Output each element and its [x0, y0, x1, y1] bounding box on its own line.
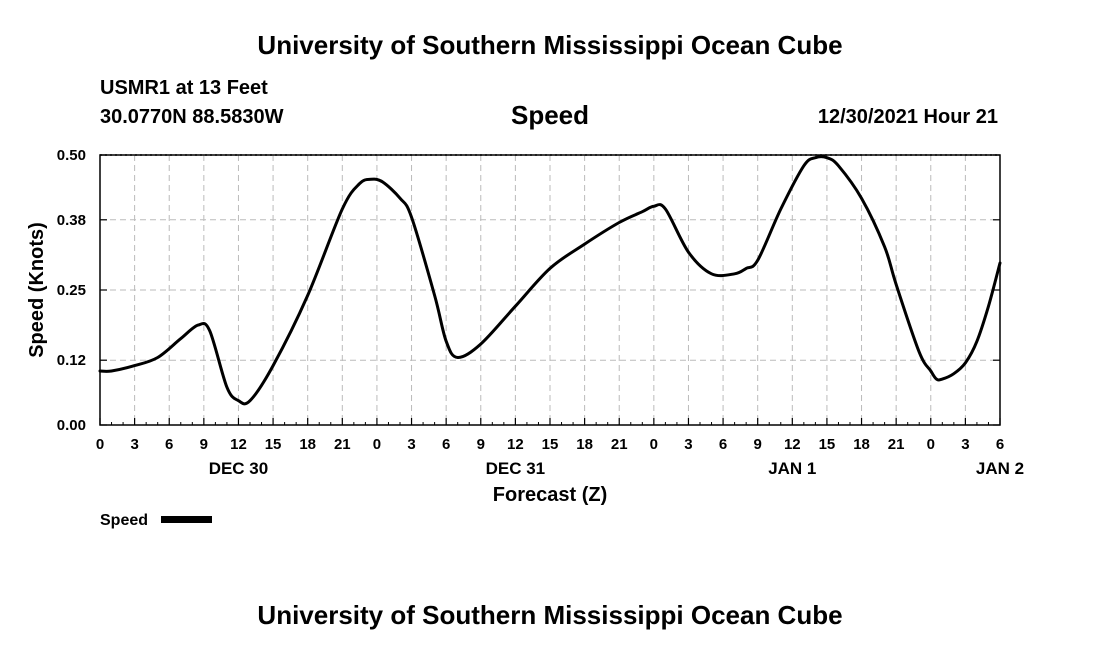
- x-tick-label: 3: [684, 436, 692, 453]
- footer-title: University of Southern Mississippi Ocean…: [257, 600, 843, 630]
- x-axis-label: Forecast (Z): [493, 484, 607, 506]
- date-label: DEC 30: [209, 459, 269, 478]
- x-tick-label: 15: [819, 436, 836, 453]
- axis-labels: 0 3 6 9 12 15 18 21 0 3 6 9 12 15 18 21 0 3 6 9 12 15 18 21 0 3 6 0…: [57, 147, 1024, 478]
- date-label: JAN 1: [768, 459, 816, 478]
- x-tick-label: 18: [299, 436, 316, 453]
- x-tick-label: 21: [888, 436, 905, 453]
- series-layer: [98, 155, 1002, 406]
- x-tick-label: 0: [927, 436, 935, 453]
- series-line-speed: [98, 155, 1002, 406]
- x-tick-label: 0: [373, 436, 381, 453]
- x-tick-label: 3: [961, 436, 969, 453]
- x-tick-label: 12: [230, 436, 247, 453]
- legend-swatch-speed: [161, 516, 212, 523]
- x-tick-label: 18: [853, 436, 870, 453]
- y-tick-label: 0.12: [57, 352, 86, 369]
- speed-chart: 0 3 6 9 12 15 18 21 0 3 6 9 12 15 18 21 0 3 6 9 12 15 18 21 0 3 6 0…: [26, 147, 1024, 529]
- x-tick-label: 21: [611, 436, 628, 453]
- legend: Speed: [100, 512, 212, 529]
- x-tick-label: 15: [542, 436, 559, 453]
- x-tick-label: 3: [407, 436, 415, 453]
- x-tick-label: 6: [165, 436, 173, 453]
- x-tick-label: 6: [719, 436, 727, 453]
- timestamp-label: 12/30/2021 Hour 21: [817, 106, 998, 128]
- y-tick-label: 0.00: [57, 417, 86, 434]
- date-label: DEC 31: [486, 459, 546, 478]
- x-tick-label: 6: [996, 436, 1004, 453]
- x-tick-label: 0: [96, 436, 104, 453]
- coordinates-label: 30.0770N 88.5830W: [100, 106, 284, 128]
- x-tick-label: 9: [754, 436, 762, 453]
- date-label: JAN 2: [976, 459, 1024, 478]
- x-tick-label: 21: [334, 436, 351, 453]
- x-tick-label: 3: [130, 436, 138, 453]
- x-tick-label: 9: [200, 436, 208, 453]
- station-label: USMR1 at 13 Feet: [100, 77, 268, 99]
- x-tick-label: 12: [784, 436, 801, 453]
- x-tick-label: 6: [442, 436, 450, 453]
- x-tick-label: 18: [576, 436, 593, 453]
- page-title: University of Southern Mississippi Ocean…: [257, 30, 843, 60]
- y-tick-label: 0.38: [57, 212, 86, 229]
- grid: [100, 155, 1000, 425]
- y-tick-label: 0.50: [57, 147, 86, 164]
- x-tick-label: 9: [477, 436, 485, 453]
- y-axis-label: Speed (Knots): [26, 222, 48, 358]
- chart-title: Speed: [510, 100, 590, 130]
- x-tick-label: 12: [507, 436, 524, 453]
- legend-label: Speed: [100, 512, 148, 529]
- y-tick-label: 0.25: [57, 282, 86, 299]
- x-tick-label: 0: [650, 436, 658, 453]
- x-tick-label: 15: [265, 436, 282, 453]
